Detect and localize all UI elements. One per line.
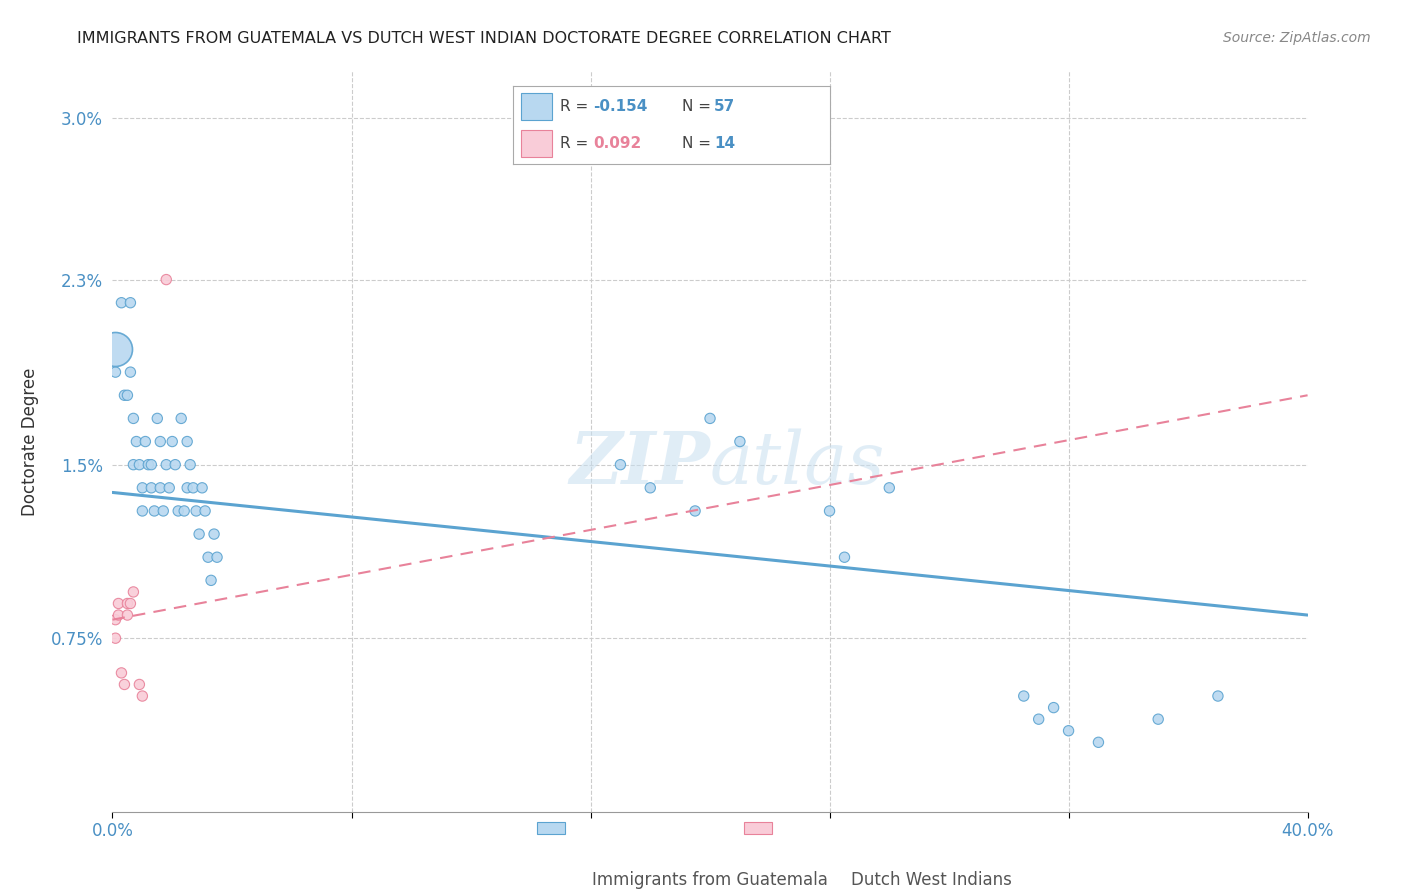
Point: [141, 481, 163, 495]
Point: [117, 388, 139, 402]
Point: [131, 481, 153, 495]
Point: [157, 481, 180, 495]
Point: [197, 550, 219, 565]
Point: [1012, 689, 1035, 703]
Point: [1028, 712, 1050, 726]
Point: [879, 481, 901, 495]
Point: [128, 677, 150, 691]
Point: [104, 365, 127, 379]
Point: [120, 295, 142, 310]
Point: [176, 481, 198, 495]
Text: IMMIGRANTS FROM GUATEMALA VS DUTCH WEST INDIAN DOCTORATE DEGREE CORRELATION CHAR: IMMIGRANTS FROM GUATEMALA VS DUTCH WEST …: [77, 31, 891, 46]
Point: [173, 504, 195, 518]
Point: [110, 665, 132, 680]
Point: [114, 677, 135, 691]
Point: [104, 342, 127, 356]
Text: ZIP: ZIP: [569, 428, 710, 500]
Point: [1057, 723, 1080, 738]
Point: [152, 504, 174, 518]
Text: Source: ZipAtlas.com: Source: ZipAtlas.com: [1223, 31, 1371, 45]
Point: [683, 504, 706, 518]
Point: [834, 550, 856, 565]
Point: [131, 504, 153, 518]
Point: [122, 411, 145, 425]
Point: [188, 527, 211, 541]
Point: [131, 689, 153, 703]
Text: Dutch West Indians: Dutch West Indians: [851, 871, 1011, 889]
Point: [141, 458, 163, 472]
Point: [120, 365, 142, 379]
Point: [170, 411, 193, 425]
Point: [205, 550, 228, 565]
Point: [138, 458, 160, 472]
Point: [110, 295, 132, 310]
Point: [117, 597, 139, 611]
Point: [202, 527, 225, 541]
Point: [134, 434, 156, 449]
Point: [104, 631, 127, 645]
Point: [149, 434, 172, 449]
Point: [125, 434, 148, 449]
Point: [186, 504, 208, 518]
Point: [117, 608, 139, 623]
Point: [107, 597, 129, 611]
Point: [155, 272, 177, 286]
Point: [143, 504, 166, 518]
Point: [818, 504, 841, 518]
Point: [146, 411, 169, 425]
Text: atlas: atlas: [710, 428, 886, 499]
Point: [1042, 700, 1064, 714]
Point: [1147, 712, 1170, 726]
Point: [104, 613, 127, 627]
Point: [200, 574, 222, 588]
Point: [107, 608, 129, 623]
Point: [167, 504, 190, 518]
Point: [1087, 735, 1109, 749]
Point: [162, 434, 183, 449]
Point: [1206, 689, 1229, 703]
Point: [165, 458, 187, 472]
Point: [728, 434, 751, 449]
Point: [122, 585, 145, 599]
Point: [191, 481, 214, 495]
Point: [181, 481, 204, 495]
Point: [194, 504, 217, 518]
Point: [120, 597, 142, 611]
Point: [122, 458, 145, 472]
Point: [155, 458, 177, 472]
Point: [179, 458, 201, 472]
Point: [609, 458, 631, 472]
Y-axis label: Doctorate Degree: Doctorate Degree: [21, 368, 39, 516]
Point: [128, 458, 150, 472]
Point: [640, 481, 662, 495]
Text: Immigrants from Guatemala: Immigrants from Guatemala: [592, 871, 828, 889]
Point: [149, 481, 172, 495]
Point: [176, 434, 198, 449]
Point: [699, 411, 721, 425]
Point: [114, 388, 135, 402]
